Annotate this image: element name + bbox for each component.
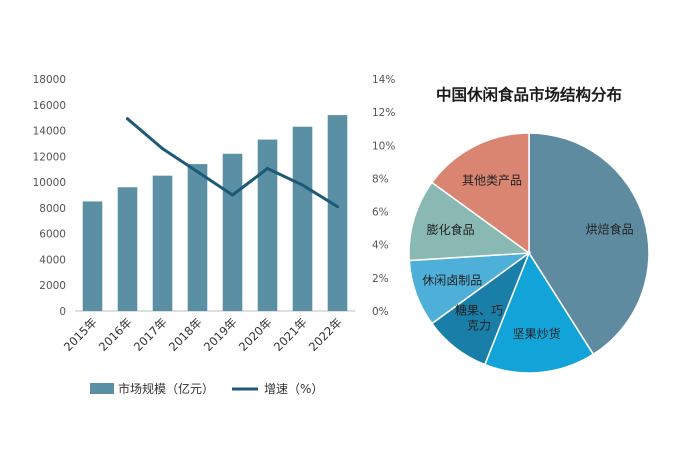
pie-title: 中国休闲食品市场结构分布: [436, 85, 622, 104]
left-y-tick-label: 6000: [39, 229, 66, 241]
left-y-tick-label: 2000: [39, 280, 66, 292]
pie-slice-label: 其他类产品: [462, 173, 522, 187]
line-point: [231, 193, 234, 197]
pie-slice: [430, 132, 530, 255]
left-y-tick-label: 4000: [39, 254, 66, 266]
right-y-tick-label: 6%: [372, 207, 389, 219]
pie-slice-label: 糖果、巧克力: [455, 302, 503, 332]
left-y-tick-label: 16000: [33, 100, 66, 112]
line-point: [161, 147, 164, 151]
right-y-tick-label: 2%: [372, 273, 389, 285]
right-y-tick-label: 12%: [372, 107, 395, 119]
bar: [82, 201, 103, 311]
pie-slice-label-line: 克力: [467, 318, 491, 332]
left-y-tick-label: 14000: [33, 126, 66, 138]
left-y-tick-label: 12000: [33, 151, 66, 163]
x-tick-label: 2015年: [61, 315, 100, 354]
legend: 市场规模（亿元） 增速（%）: [90, 381, 323, 396]
x-tick-label: 2021年: [271, 315, 310, 354]
left-y-tick-label: 10000: [33, 177, 66, 189]
left-y-tick-label: 8000: [39, 203, 66, 215]
right-y-tick-label: 4%: [372, 240, 389, 252]
legend-label: 增速（%）: [264, 382, 323, 396]
x-tick-label: 2018年: [166, 315, 205, 354]
bar-line-chart: 0 2000 4000 6000 8000 10000 12000 14000 16000 180…: [33, 74, 396, 396]
x-tick-label: 2022年: [306, 315, 345, 354]
right-y-tick-label: 0%: [372, 306, 389, 318]
pie-slice-label: 烘焙食品: [586, 222, 634, 237]
right-y-tick-label: 14%: [372, 74, 395, 86]
x-tick-label: 2019年: [201, 315, 240, 354]
bar: [117, 187, 138, 311]
bar-series: [82, 115, 348, 311]
pie-slice-label: 膨化食品: [427, 222, 475, 237]
line-point: [126, 117, 129, 121]
bar: [257, 139, 278, 311]
x-tick-label: 2016年: [96, 315, 135, 354]
line-series: [126, 117, 339, 209]
pie-slice-label-line: 糖果、巧: [455, 302, 503, 317]
bar: [187, 164, 208, 311]
bar: [222, 153, 243, 311]
right-y-tick-label: 8%: [372, 173, 389, 185]
pie-slice: [483, 251, 595, 374]
right-y-axis: 0% 2% 4% 6% 8% 10% 12% 14%: [372, 74, 395, 318]
bar: [292, 126, 313, 311]
left-y-tick-label: 18000: [33, 74, 66, 86]
left-y-tick-label: 0: [59, 306, 66, 318]
line-point: [336, 205, 339, 209]
pie-slices: [408, 132, 650, 374]
bar: [327, 115, 348, 311]
line-point: [266, 166, 269, 170]
pie-slice-label: 休闲卤制品: [422, 274, 482, 288]
right-y-tick-label: 10%: [372, 140, 395, 152]
x-tick-label: 2017年: [131, 315, 170, 354]
pie-slice: [408, 181, 532, 262]
legend-bar-swatch: [90, 383, 114, 394]
legend-label: 市场规模（亿元）: [118, 381, 214, 396]
pie-slice-label: 坚果炒货: [513, 326, 561, 341]
bar: [152, 175, 173, 311]
left-y-axis: 0 2000 4000 6000 8000 10000 12000 14000 16000 180…: [33, 74, 355, 318]
line-point: [196, 170, 199, 174]
line-point: [301, 183, 304, 187]
x-tick-label: 2020年: [236, 315, 275, 354]
